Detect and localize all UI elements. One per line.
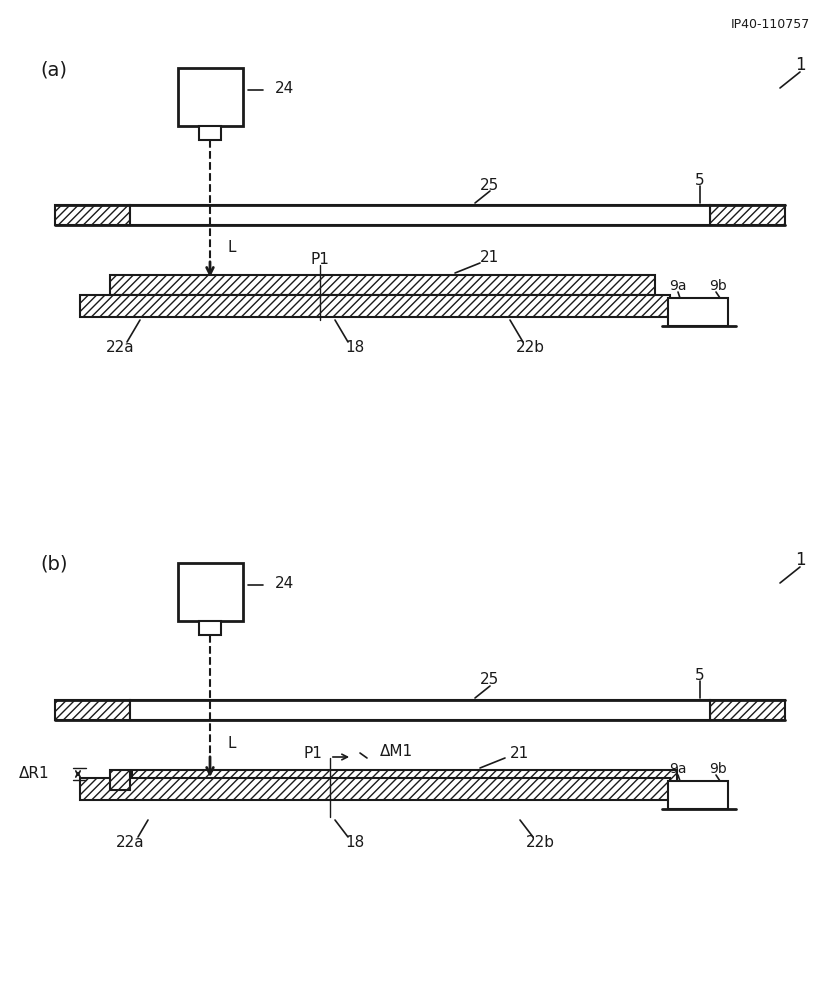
Bar — [130, 700, 709, 720]
Bar — [709, 205, 784, 225]
Text: 25: 25 — [479, 672, 499, 688]
Text: 1: 1 — [794, 56, 804, 74]
Text: 21: 21 — [510, 746, 529, 760]
Bar — [178, 563, 243, 621]
Bar — [130, 205, 709, 225]
Text: IP40-110757: IP40-110757 — [729, 18, 809, 31]
Bar — [55, 205, 130, 225]
Text: 1: 1 — [794, 551, 804, 569]
Text: L: L — [228, 240, 236, 255]
Bar — [55, 700, 130, 720]
Bar — [110, 275, 654, 295]
Text: 9a: 9a — [668, 762, 686, 776]
Bar — [199, 621, 221, 635]
Text: L: L — [228, 736, 236, 750]
Text: 24: 24 — [275, 81, 294, 96]
Text: (b): (b) — [40, 555, 67, 574]
Text: ΔR1: ΔR1 — [19, 766, 50, 781]
Text: ΔM1: ΔM1 — [379, 744, 412, 758]
Bar — [110, 770, 130, 790]
Text: 5: 5 — [695, 668, 704, 682]
Bar — [667, 298, 727, 326]
Bar — [709, 700, 784, 720]
Text: (a): (a) — [40, 60, 67, 79]
Bar — [667, 781, 727, 809]
Text: 18: 18 — [345, 835, 364, 850]
Text: 18: 18 — [345, 340, 364, 356]
Text: 22a: 22a — [116, 835, 144, 850]
Bar — [178, 68, 243, 126]
Text: P1: P1 — [303, 746, 321, 760]
Text: 24: 24 — [275, 576, 294, 590]
Bar — [80, 778, 669, 800]
Bar — [80, 295, 669, 317]
Text: 9b: 9b — [708, 279, 726, 293]
Text: 25: 25 — [479, 178, 499, 193]
Text: 22a: 22a — [105, 340, 134, 356]
Text: 9b: 9b — [708, 762, 726, 776]
Text: 22b: 22b — [525, 835, 554, 850]
Text: P1: P1 — [310, 252, 329, 267]
Text: 21: 21 — [479, 250, 499, 265]
Bar — [132, 770, 676, 790]
Bar — [199, 126, 221, 140]
Text: 9a: 9a — [668, 279, 686, 293]
Text: 5: 5 — [695, 173, 704, 188]
Text: 22b: 22b — [515, 340, 544, 356]
